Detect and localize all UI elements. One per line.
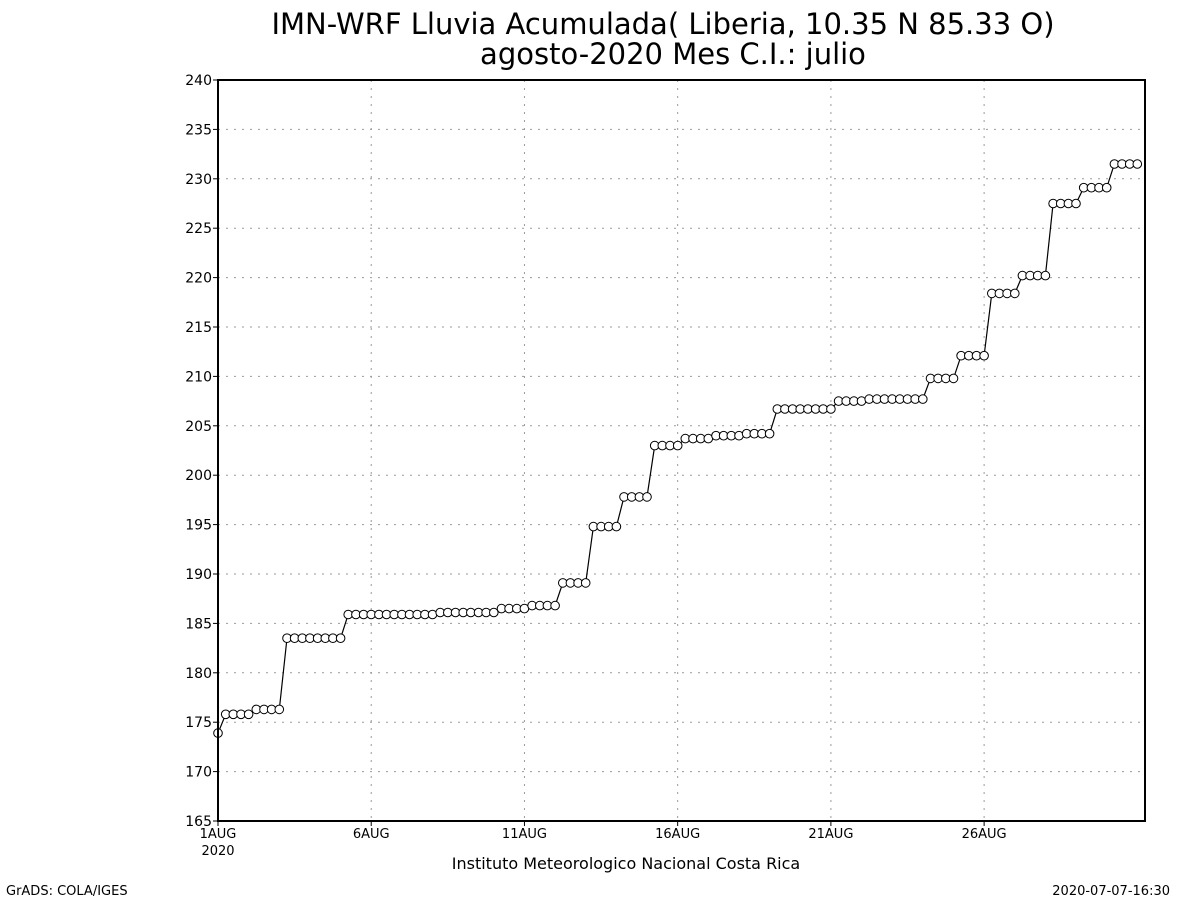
chart-title-line1: IMN-WRF Lluvia Acumulada( Liberia, 10.35… [271,7,1054,41]
y-tick-label: 165 [185,814,212,830]
x-tick-label: 11AUG [502,827,547,842]
data-point [489,607,499,618]
x-tick-label: 26AUG [962,827,1007,842]
y-tick-label: 220 [185,271,212,287]
data-point [550,600,560,611]
x-tick-label: 1AUG [200,827,237,842]
footer-grads-credit: GrADS: COLA/IGES [6,884,128,899]
chart-title-line2: agosto-2020 Mes C.I.: julio [480,37,866,71]
data-point [335,633,346,644]
y-tick-label: 235 [185,122,212,138]
x-axis: 1AUG 2020 6AUG 11AUG 16AUG 21AUG 26AUG [200,821,1007,859]
x-tick-label: 21AUG [808,827,853,842]
data-point [642,492,652,502]
data-point [826,404,836,414]
y-tick-label: 210 [185,369,212,385]
data-point [672,440,683,451]
x-tick-sublabel: 2020 [201,844,234,859]
data-point [580,578,591,588]
series-accumulated-rain [213,159,1143,738]
data-point [1071,198,1081,209]
data-point [611,521,622,532]
footer-institution: Instituto Meteorologico Nacional Costa R… [452,854,800,873]
x-tick-label: 6AUG [353,827,390,842]
y-tick-label: 205 [185,419,212,435]
y-tick-label: 230 [185,172,212,188]
data-point [1010,288,1020,299]
plot-frame [217,79,1146,822]
data-point [764,428,775,439]
y-axis: 165 170 175 180 185 190 195 200 205 210 215 220 225 2… [185,73,218,830]
x-tick-label: 16AUG [655,827,700,842]
footer-timestamp: 2020-07-07-16:30 [1052,884,1170,899]
y-tick-label: 200 [185,468,212,484]
y-tick-label: 215 [185,320,212,336]
y-tick-label: 195 [185,518,212,534]
y-tick-label: 225 [185,221,212,237]
data-point [1132,159,1143,169]
data-point [274,704,285,715]
y-tick-label: 170 [185,765,212,781]
data-point [1040,270,1051,281]
y-tick-label: 190 [185,567,212,583]
data-point [243,709,254,720]
data-point [979,350,989,361]
data-point [948,373,959,384]
grid-lines [218,80,1145,821]
data-point [1101,182,1112,193]
data-point [918,394,928,404]
y-tick-label: 180 [185,666,212,682]
y-tick-label: 185 [185,616,212,632]
y-tick-label: 175 [185,715,212,731]
y-tick-label: 240 [185,73,212,89]
